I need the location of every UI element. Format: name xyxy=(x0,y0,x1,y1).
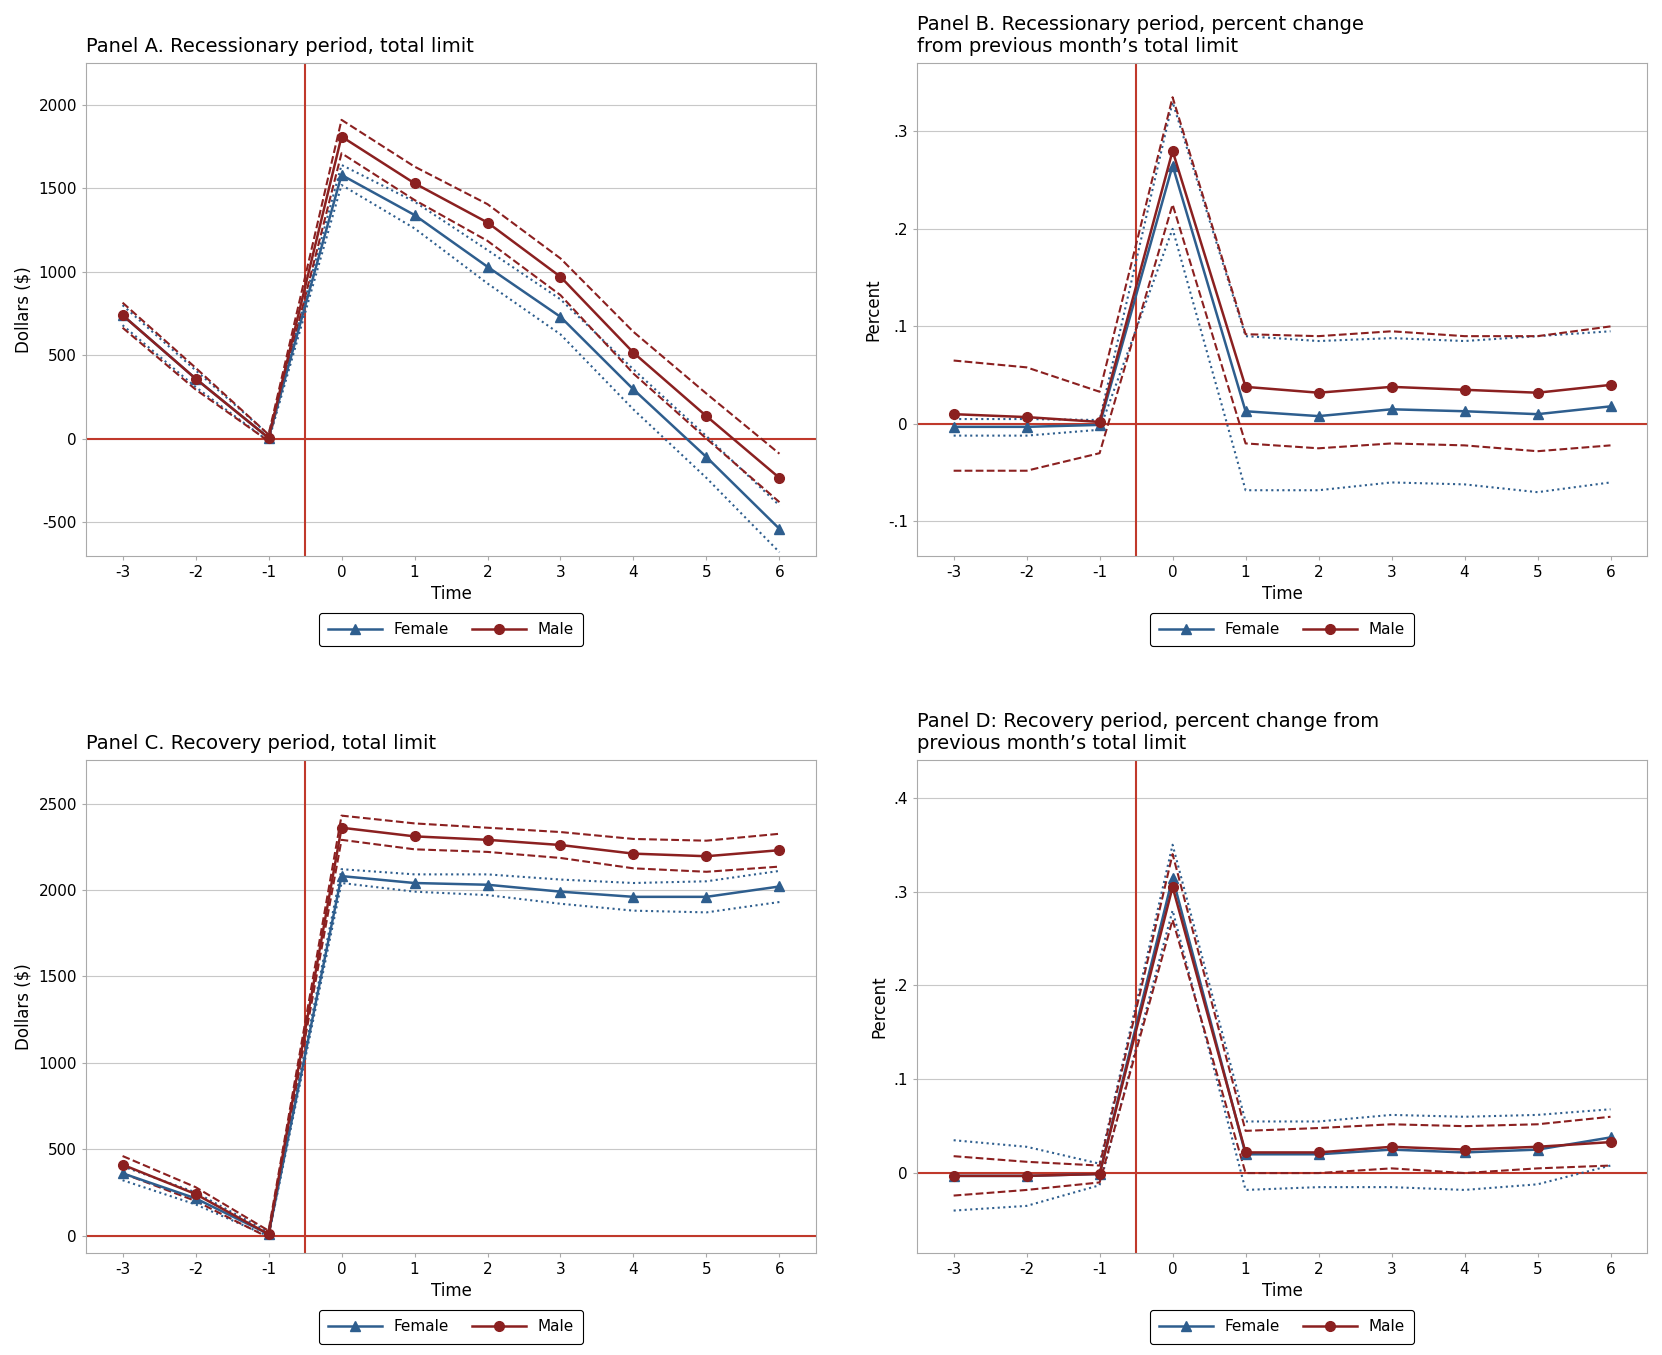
X-axis label: Time: Time xyxy=(430,585,472,603)
Text: Panel A. Recessionary period, total limit: Panel A. Recessionary period, total limi… xyxy=(86,37,474,56)
Y-axis label: Percent: Percent xyxy=(864,278,883,340)
Y-axis label: Dollars ($): Dollars ($) xyxy=(15,266,33,352)
X-axis label: Time: Time xyxy=(1261,1282,1303,1301)
Y-axis label: Percent: Percent xyxy=(869,976,888,1038)
Legend: Female, Male: Female, Male xyxy=(319,1310,583,1344)
Text: Panel B. Recessionary period, percent change
from previous month’s total limit: Panel B. Recessionary period, percent ch… xyxy=(917,15,1365,56)
Legend: Female, Male: Female, Male xyxy=(319,612,583,646)
Y-axis label: Dollars ($): Dollars ($) xyxy=(15,963,33,1050)
Legend: Female, Male: Female, Male xyxy=(1150,612,1414,646)
X-axis label: Time: Time xyxy=(430,1282,472,1301)
Text: Panel C. Recovery period, total limit: Panel C. Recovery period, total limit xyxy=(86,734,435,753)
X-axis label: Time: Time xyxy=(1261,585,1303,603)
Legend: Female, Male: Female, Male xyxy=(1150,1310,1414,1344)
Text: Panel D: Recovery period, percent change from
previous month’s total limit: Panel D: Recovery period, percent change… xyxy=(917,713,1379,753)
